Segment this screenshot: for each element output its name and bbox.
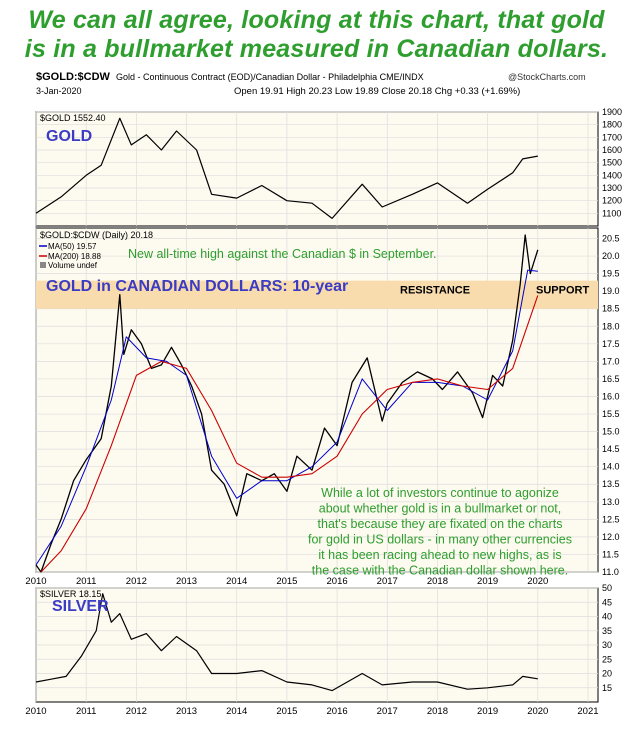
y-tick-label: 11.5 bbox=[602, 549, 619, 559]
x-tick-label: 2011 bbox=[76, 576, 96, 587]
y-tick-label: 30 bbox=[602, 640, 612, 650]
legend-volume: Volume undef bbox=[48, 261, 98, 270]
headline-line2: is in a bullmarket measured in Canadian … bbox=[24, 35, 609, 63]
gold-cad-panel: 11.0 11.5 12.0 12.5 13.0 13.5 14.0 14.5 15.0 15.5… bbox=[25, 227, 620, 587]
y-tick-label: 20.5 bbox=[602, 234, 620, 244]
ma50-line bbox=[35, 269, 538, 566]
y-tick-label: 15 bbox=[602, 683, 612, 693]
x-tick-label: 2010 bbox=[25, 706, 46, 717]
x-tick-label: 2018 bbox=[427, 706, 448, 717]
chart-ohlc: Open 19.91 High 20.23 Low 19.89 Close 20… bbox=[234, 86, 521, 97]
legend-ma200: MA(200) 18.88 bbox=[48, 252, 101, 261]
silver-label: SILVER bbox=[52, 598, 109, 615]
y-tick-label: 1100 bbox=[602, 208, 621, 218]
commentary-line: it has been racing ahead to new highs, a… bbox=[318, 548, 561, 562]
x-tick-label: 2015 bbox=[276, 706, 297, 717]
chart-header: $GOLD:$CDW Gold - Continuous Contract (E… bbox=[36, 71, 424, 83]
y-tick-label: 15.5 bbox=[602, 409, 620, 419]
x-tick-label: 2017 bbox=[377, 706, 398, 717]
y-tick-label: 17.5 bbox=[602, 339, 620, 349]
x-tick-label: 2017 bbox=[377, 576, 398, 587]
y-tick-label: 13.0 bbox=[602, 497, 620, 507]
y-tick-label: 15.0 bbox=[602, 427, 620, 437]
chart-date: 3-Jan-2020 bbox=[36, 86, 82, 96]
new-high-annotation: New all-time high against the Canadian $… bbox=[128, 247, 437, 261]
gold-cad-price-line bbox=[35, 234, 539, 573]
y-tick-label: 20.0 bbox=[602, 251, 620, 261]
y-tick-label: 1700 bbox=[602, 132, 622, 142]
stockcharts-brand: @StockCharts.com bbox=[508, 72, 586, 82]
x-tick-label: 2013 bbox=[176, 706, 197, 717]
x-tick-label: 2010 bbox=[25, 576, 46, 587]
commentary-line: the case with the Canadian dollar shown … bbox=[312, 564, 568, 578]
headline: We can all agree, looking at this chart,… bbox=[0, 6, 633, 64]
y-tick-label: 14.0 bbox=[602, 462, 620, 472]
y-tick-label: 16.5 bbox=[602, 374, 620, 384]
y-tick-label: 16.0 bbox=[602, 391, 620, 401]
legend-ma50: MA(50) 19.57 bbox=[48, 242, 97, 251]
y-tick-label: 45 bbox=[602, 597, 612, 607]
x-tick-label: 2015 bbox=[276, 576, 297, 587]
x-tick-label: 2011 bbox=[76, 706, 96, 717]
y-tick-label: 14.5 bbox=[602, 444, 620, 454]
legend-main: $GOLD:$CDW (Daily) 20.18 bbox=[40, 230, 153, 240]
y-tick-label: 50 bbox=[602, 583, 612, 593]
y-tick-label: 17.0 bbox=[602, 356, 620, 366]
y-tick-label: 1900 bbox=[602, 107, 622, 117]
resistance-label: RESISTANCE bbox=[400, 284, 470, 296]
x-tick-label: 2013 bbox=[176, 576, 197, 587]
y-tick-label: 35 bbox=[602, 626, 612, 636]
y-tick-label: 1600 bbox=[602, 145, 622, 155]
silver-legend: $SILVER 18.15 bbox=[40, 589, 101, 599]
gold-panel: 1100 1200 1300 1400 1500 1600 1700 1800 1900 $GOL… bbox=[35, 107, 622, 227]
x-tick-label: 2021 bbox=[577, 706, 598, 717]
x-tick-label: 2014 bbox=[226, 706, 247, 717]
y-tick-label: 1500 bbox=[602, 158, 622, 168]
y-tick-label: 12.0 bbox=[602, 532, 620, 542]
y-tick-label: 1300 bbox=[602, 183, 622, 193]
y-tick-label: 25 bbox=[602, 654, 612, 664]
y-tick-label: 18.0 bbox=[602, 321, 620, 331]
y-tick-label: 1400 bbox=[602, 170, 622, 180]
y-tick-label: 1800 bbox=[602, 120, 622, 130]
chart-symbol: $GOLD:$CDW bbox=[36, 71, 110, 83]
x-tick-label: 2018 bbox=[427, 576, 448, 587]
ma200-line bbox=[40, 295, 539, 573]
x-tick-label: 2016 bbox=[327, 576, 348, 587]
commentary-line: about whether gold is in a bullmarket or… bbox=[319, 502, 562, 516]
support-label: SUPPORT bbox=[536, 284, 589, 296]
commentary-line: for gold in US dollars - in many other c… bbox=[308, 533, 572, 547]
x-tick-label: 2020 bbox=[527, 576, 548, 587]
headline-line1: We can all agree, looking at this chart,… bbox=[28, 6, 605, 34]
y-tick-label: 12.5 bbox=[602, 514, 620, 524]
x-tick-label: 2012 bbox=[126, 706, 147, 717]
y-tick-label: 11.0 bbox=[602, 567, 619, 577]
gold-line bbox=[35, 117, 538, 219]
panel-title: GOLD in CANADIAN DOLLARS: 10-year bbox=[46, 278, 348, 295]
y-tick-label: 20 bbox=[602, 669, 612, 679]
y-tick-label: 19.0 bbox=[602, 286, 620, 296]
silver-line bbox=[35, 593, 538, 692]
y-tick-label: 18.5 bbox=[602, 304, 620, 314]
x-tick-label: 2016 bbox=[327, 706, 348, 717]
gold-legend: $GOLD 1552.40 bbox=[40, 113, 106, 123]
gold-label: GOLD bbox=[46, 128, 92, 145]
resistance-band bbox=[36, 280, 598, 309]
x-tick-label: 2012 bbox=[126, 576, 147, 587]
x-tick-label: 2019 bbox=[477, 706, 498, 717]
y-tick-label: 1200 bbox=[602, 196, 622, 206]
x-tick-label: 2019 bbox=[477, 576, 498, 587]
y-tick-label: 19.5 bbox=[602, 269, 620, 279]
panel-frame bbox=[35, 111, 599, 227]
x-tick-label: 2014 bbox=[226, 576, 247, 587]
commentary-line: While a lot of investors continue to ago… bbox=[321, 486, 559, 500]
commentary-line: that's because they are fixated on the c… bbox=[318, 517, 563, 531]
chart-description: Gold - Continuous Contract (EOD)/Canadia… bbox=[116, 72, 424, 82]
y-tick-label: 13.5 bbox=[602, 479, 620, 489]
y-tick-label: 40 bbox=[602, 612, 612, 622]
x-tick-label: 2020 bbox=[527, 706, 548, 717]
legend-swatch-volume bbox=[40, 262, 46, 268]
